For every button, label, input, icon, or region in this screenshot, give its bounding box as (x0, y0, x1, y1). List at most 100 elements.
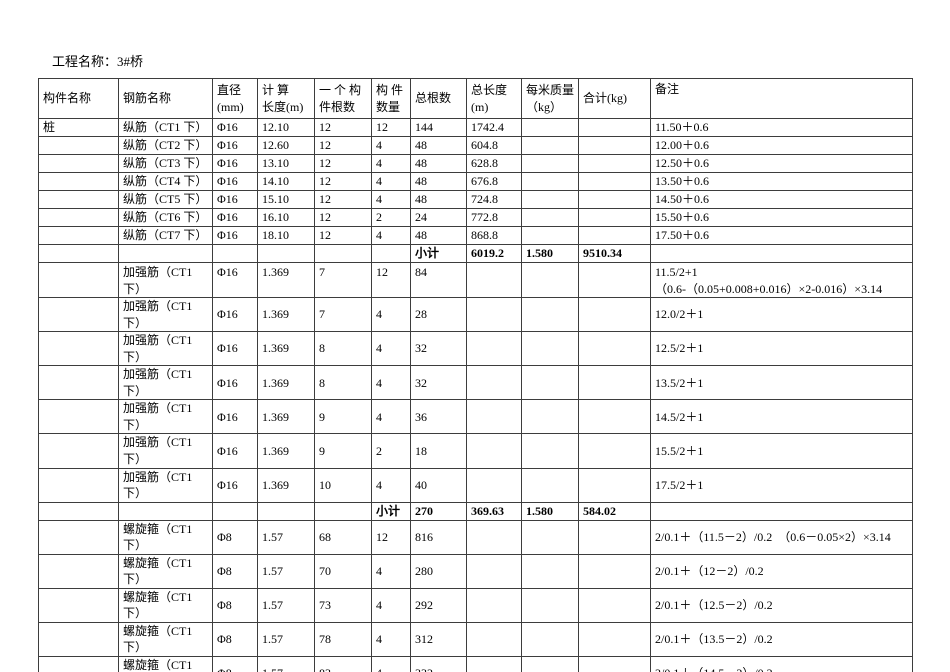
cell-component-count: 4 (371, 587, 411, 623)
cell-remark: 17.5/2＋1 (650, 467, 913, 503)
cell-diameter-mm: Φ16 (212, 118, 258, 137)
header-total-length-m: 总长度 (m) (466, 78, 522, 119)
table-row: 螺旋箍（CT1 下） Φ8 1.57 68 12 816 2/0.1＋（11.5－2）/0.… (38, 519, 913, 555)
cell-total-kg (578, 433, 651, 469)
cell-component-name (38, 297, 119, 333)
cell-component-count: 4 (371, 467, 411, 503)
cell-rebar-name: 螺旋箍（CT1 下） (118, 519, 213, 555)
table-row: 加强筋（CT1 下） Φ16 1.369 9 2 18 15.5/2＋1 (38, 433, 913, 469)
cell-component-name (38, 519, 119, 555)
cell-total-kg (578, 587, 651, 623)
table-row: 加强筋（CT1 下） Φ16 1.369 9 4 36 14.5/2＋1 (38, 399, 913, 435)
cell-diameter-mm: Φ16 (212, 297, 258, 333)
cell-calc-length-m: 1.369 (257, 433, 315, 469)
cell-component-count: 2 (371, 208, 411, 227)
table-row: 纵筋（CT2 下） Φ16 12.60 12 4 48 604.8 12.00＋0.6 (38, 136, 913, 155)
cell-diameter-mm: Φ16 (212, 433, 258, 469)
project-title: 工程名称：3#桥 (52, 54, 144, 69)
cell-rebar-name: 加强筋（CT1 下） (118, 365, 213, 401)
table-header: 构件名称 钢筋名称 直径 (mm) 计 算 长度(m) 一 个 构 件根数 构 … (38, 78, 913, 119)
cell-total-length-m: 628.8 (466, 154, 522, 173)
cell-bars-per-component: 83 (314, 656, 372, 672)
cell-remark: 15.5/2＋1 (650, 433, 913, 469)
cell-diameter-mm (212, 244, 258, 263)
cell-component-name (38, 261, 119, 299)
table-row: 纵筋（CT5 下） Φ16 15.10 12 4 48 724.8 14.50＋0.6 (38, 190, 913, 209)
cell-total-kg (578, 553, 651, 589)
cell-total-bars: 48 (410, 172, 467, 191)
header-component-name: 构件名称 (38, 78, 119, 119)
cell-calc-length-m (257, 244, 315, 263)
cell-calc-length-m: 1.369 (257, 365, 315, 401)
cell-rebar-name: 加强筋（CT1 下） (118, 297, 213, 333)
cell-total-bars: 332 (410, 656, 467, 672)
cell-calc-length-m: 1.57 (257, 519, 315, 555)
cell-total-bars: 32 (410, 331, 467, 367)
header-mass-per-meter-kg: 每米质量 （kg） (521, 78, 579, 119)
header-total-bars: 总根数 (410, 78, 467, 119)
cell-rebar-name: 纵筋（CT3 下） (118, 154, 213, 173)
cell-rebar-name: 纵筋（CT1 下） (118, 118, 213, 137)
cell-bars-per-component: 10 (314, 467, 372, 503)
cell-mass-per-meter-kg (521, 587, 579, 623)
cell-component-count: 4 (371, 154, 411, 173)
cell-calc-length-m (257, 501, 315, 521)
cell-diameter-mm: Φ16 (212, 399, 258, 435)
table-row: 螺旋箍（CT1 下） Φ8 1.57 70 4 280 2/0.1＋（12－2）/0.2 (38, 553, 913, 589)
table-row: 纵筋（CT6 下） Φ16 16.10 12 2 24 772.8 15.50＋0.6 (38, 208, 913, 227)
cell-mass-per-meter-kg (521, 261, 579, 299)
cell-mass-per-meter-kg (521, 467, 579, 503)
cell-remark: 15.50＋0.6 (650, 208, 913, 227)
cell-calc-length-m: 1.57 (257, 587, 315, 623)
cell-total-length-m: 724.8 (466, 190, 522, 209)
cell-total-length-m: 1742.4 (466, 118, 522, 137)
cell-diameter-mm: Φ8 (212, 587, 258, 623)
cell-bars-per-component: 8 (314, 365, 372, 401)
cell-diameter-mm: Φ16 (212, 365, 258, 401)
cell-total-bars: 84 (410, 261, 467, 299)
cell-component-count: 4 (371, 172, 411, 191)
cell-rebar-name: 纵筋（CT7 下） (118, 226, 213, 245)
cell-component-name (38, 172, 119, 191)
cell-total-length-m: 676.8 (466, 172, 522, 191)
cell-component-name (38, 208, 119, 227)
cell-total-length-m (466, 399, 522, 435)
cell-total-length-m: 772.8 (466, 208, 522, 227)
cell-total-kg (578, 226, 651, 245)
table-row: 加强筋（CT1 下） Φ16 1.369 8 4 32 12.5/2＋1 (38, 331, 913, 367)
cell-total-length-m: 868.8 (466, 226, 522, 245)
cell-total-kg (578, 467, 651, 503)
cell-total-kg (578, 621, 651, 658)
cell-total-length-m (466, 587, 522, 623)
cell-component-name: 桩 (38, 118, 119, 137)
cell-calc-length-m: 1.369 (257, 331, 315, 367)
cell-total-kg (578, 519, 651, 555)
cell-bars-per-component: 12 (314, 154, 372, 173)
cell-mass-per-meter-kg (521, 226, 579, 245)
cell-total-kg (578, 297, 651, 333)
cell-remark: 2/0.1＋（11.5－2）/0.2 （0.6－0.05×2）×3.14 (650, 519, 913, 555)
table-row: 桩纵筋（CT1 下） Φ16 12.10 12 12 144 1742.4 11.50＋0.6 (38, 118, 913, 137)
cell-bars-per-component: 12 (314, 118, 372, 137)
cell-diameter-mm: Φ16 (212, 331, 258, 367)
cell-diameter-mm: Φ16 (212, 154, 258, 173)
cell-remark: 12.5/2＋1 (650, 331, 913, 367)
cell-component-count: 12 (371, 519, 411, 555)
cell-bars-per-component: 8 (314, 331, 372, 367)
cell-remark: 17.50＋0.6 (650, 226, 913, 245)
cell-component-count: 4 (371, 656, 411, 672)
cell-mass-per-meter-kg (521, 297, 579, 333)
cell-total-bars: 816 (410, 519, 467, 555)
cell-total-bars: 小计 (410, 244, 467, 263)
cell-rebar-name: 螺旋箍（CT1 下） (118, 553, 213, 589)
cell-diameter-mm: Φ8 (212, 656, 258, 672)
cell-mass-per-meter-kg (521, 365, 579, 401)
cell-total-bars: 48 (410, 136, 467, 155)
header-row: 构件名称 钢筋名称 直径 (mm) 计 算 长度(m) 一 个 构 件根数 构 … (38, 78, 913, 119)
cell-component-count: 4 (371, 621, 411, 658)
cell-diameter-mm: Φ16 (212, 136, 258, 155)
cell-component-name (38, 226, 119, 245)
cell-calc-length-m: 12.60 (257, 136, 315, 155)
cell-total-kg (578, 208, 651, 227)
